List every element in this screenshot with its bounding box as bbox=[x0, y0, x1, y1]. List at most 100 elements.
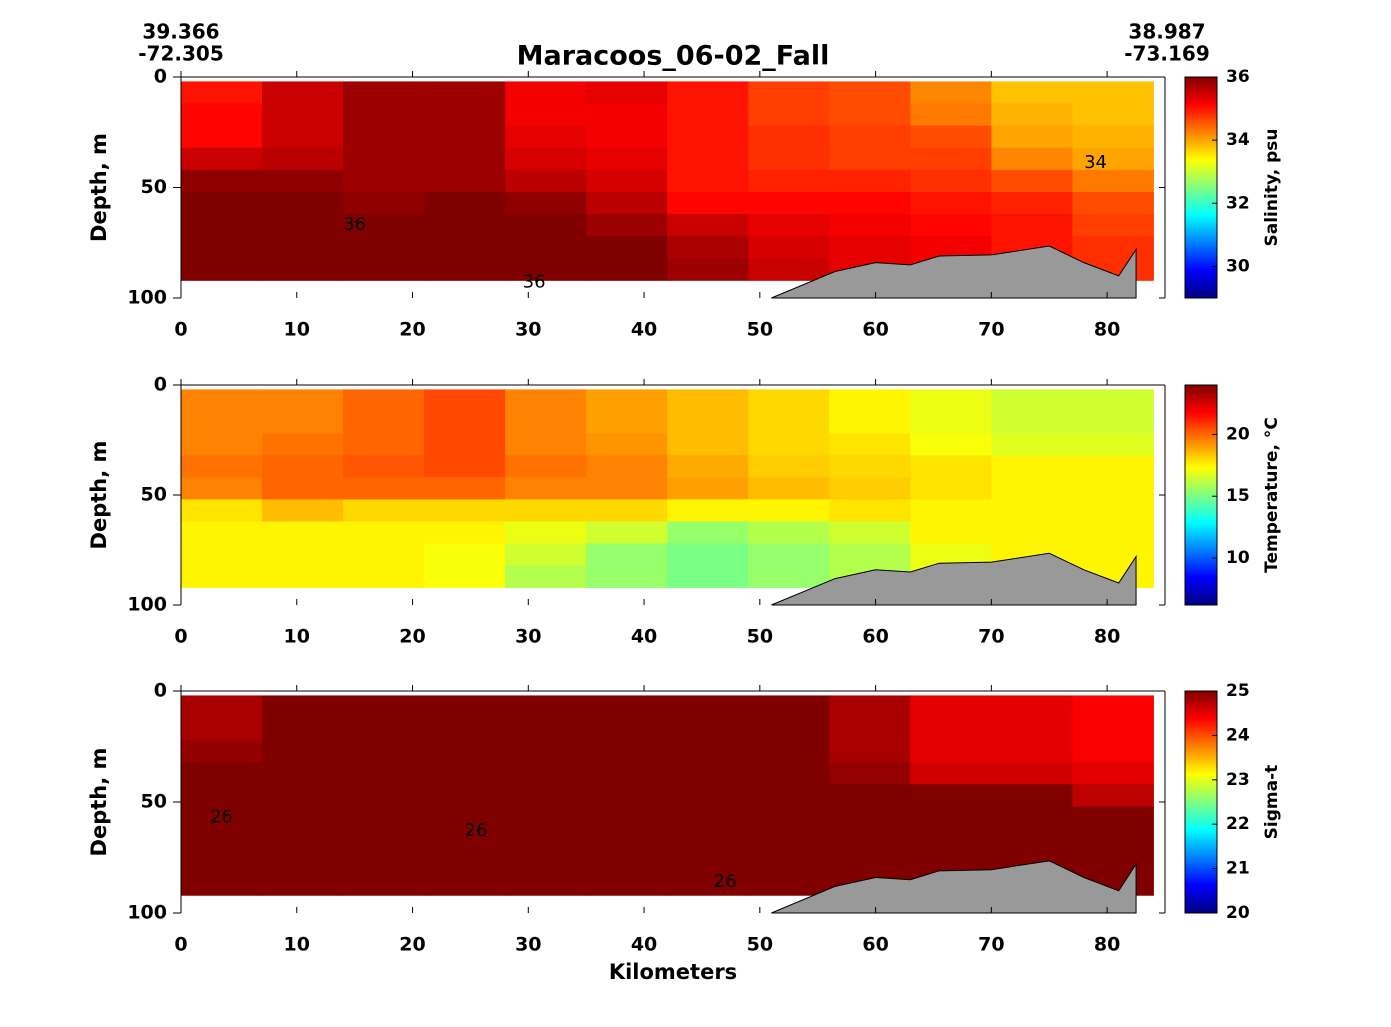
field-cell bbox=[829, 433, 911, 456]
x-tick-label: 20 bbox=[399, 319, 425, 341]
field-cell bbox=[910, 433, 992, 456]
field-cell bbox=[505, 433, 587, 456]
field-cell bbox=[991, 717, 1073, 741]
field-cell bbox=[910, 806, 992, 830]
field-cell bbox=[505, 806, 587, 830]
field-cell bbox=[424, 806, 506, 830]
field-cell bbox=[424, 873, 506, 896]
field-cell bbox=[748, 81, 830, 105]
field-cell bbox=[667, 125, 749, 149]
field-cell bbox=[424, 214, 506, 237]
field-cell bbox=[343, 191, 425, 215]
field-cell bbox=[829, 828, 911, 852]
y-tick-label: 100 bbox=[127, 902, 167, 924]
field-cell bbox=[343, 389, 425, 412]
field-cell bbox=[586, 455, 668, 478]
field-cell bbox=[748, 850, 830, 874]
field-cell bbox=[181, 125, 263, 149]
field-cell bbox=[586, 739, 668, 763]
field-cell bbox=[505, 521, 587, 544]
contour-label: 36 bbox=[523, 272, 546, 293]
field-cell bbox=[424, 169, 506, 193]
x-tick-label: 80 bbox=[1094, 934, 1120, 956]
x-tick-label: 70 bbox=[978, 319, 1004, 341]
x-tick-label: 50 bbox=[747, 626, 773, 648]
field-cell bbox=[586, 433, 668, 456]
end-lat: 38.987 bbox=[1128, 20, 1205, 44]
end-lon: -73.169 bbox=[1124, 42, 1209, 66]
x-tick-label: 30 bbox=[515, 319, 541, 341]
field-cell bbox=[910, 191, 992, 215]
field-cell bbox=[181, 411, 263, 434]
field-cell bbox=[748, 258, 830, 281]
field-cell bbox=[505, 455, 587, 478]
field-cell bbox=[262, 521, 344, 544]
field-cell bbox=[1072, 695, 1154, 719]
field-cell bbox=[505, 389, 587, 412]
field-cell bbox=[1072, 125, 1154, 149]
field-cell bbox=[910, 850, 992, 874]
chart-title: Maracoos_06-02_Fall bbox=[517, 41, 830, 72]
field-cell bbox=[667, 258, 749, 281]
field-cell bbox=[586, 147, 668, 171]
field-cell bbox=[343, 125, 425, 149]
field-cell bbox=[667, 717, 749, 741]
field-cell bbox=[181, 147, 263, 171]
field-cell bbox=[1072, 389, 1154, 412]
field-cell bbox=[667, 806, 749, 830]
x-tick-label: 60 bbox=[862, 934, 888, 956]
field-cell bbox=[829, 455, 911, 478]
field-cell bbox=[505, 103, 587, 127]
x-tick-label: 50 bbox=[747, 319, 773, 341]
field-cell bbox=[667, 433, 749, 456]
field-cell bbox=[343, 169, 425, 193]
field-cell bbox=[181, 258, 263, 281]
field-cell bbox=[1072, 81, 1154, 105]
field-cell bbox=[910, 125, 992, 149]
field-cell bbox=[586, 850, 668, 874]
field-cell bbox=[262, 455, 344, 478]
field-cell bbox=[991, 828, 1073, 852]
field-cell bbox=[262, 543, 344, 566]
field-cell bbox=[910, 147, 992, 171]
field-cell bbox=[424, 81, 506, 105]
field-cell bbox=[667, 455, 749, 478]
field-cell bbox=[262, 499, 344, 522]
field-cell bbox=[505, 717, 587, 741]
field-cell bbox=[505, 125, 587, 149]
y-axis-label: Depth, m bbox=[87, 441, 111, 550]
x-tick-label: 0 bbox=[174, 934, 187, 956]
field-cell bbox=[586, 499, 668, 522]
field-cell bbox=[829, 191, 911, 215]
field-cell bbox=[829, 543, 911, 566]
field-cell bbox=[181, 850, 263, 874]
field-cell bbox=[748, 411, 830, 434]
x-tick-label: 30 bbox=[515, 626, 541, 648]
field-cell bbox=[1072, 543, 1154, 566]
start-lon: -72.305 bbox=[138, 42, 223, 66]
field-cell bbox=[262, 389, 344, 412]
y-tick-label: 100 bbox=[127, 594, 167, 616]
field-cell bbox=[1072, 455, 1154, 478]
field-cell bbox=[262, 214, 344, 237]
field-cell bbox=[910, 411, 992, 434]
field-cell bbox=[1072, 828, 1154, 852]
colorbar-label: Salinity, psu bbox=[1262, 129, 1282, 247]
field-cell bbox=[586, 258, 668, 281]
field-cell bbox=[343, 828, 425, 852]
colorbar-tick-label: 34 bbox=[1226, 130, 1250, 150]
field-cell bbox=[991, 739, 1073, 763]
x-tick-label: 60 bbox=[862, 626, 888, 648]
field-cell bbox=[505, 543, 587, 566]
field-cell bbox=[262, 565, 344, 588]
field-cell bbox=[829, 236, 911, 259]
field-cell bbox=[181, 499, 263, 522]
field-cell bbox=[424, 521, 506, 544]
field-cell bbox=[505, 411, 587, 434]
field-cell bbox=[505, 873, 587, 896]
field-cell bbox=[262, 784, 344, 807]
field-cell bbox=[829, 717, 911, 741]
field-cell bbox=[181, 543, 263, 566]
field-cell bbox=[991, 433, 1073, 456]
field-cell bbox=[1072, 499, 1154, 522]
